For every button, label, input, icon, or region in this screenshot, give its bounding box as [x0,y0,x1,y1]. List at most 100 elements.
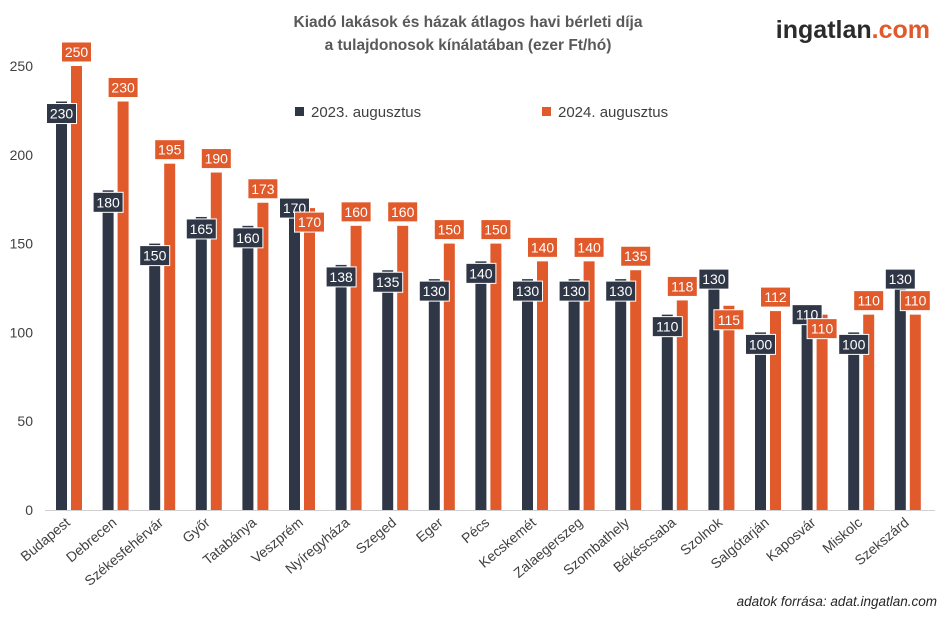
data-label-text: 150 [143,248,167,264]
chart-title-line-2: a tulajdonosok kínálatában (ezer Ft/hó) [325,37,612,54]
data-label-2023: 160 [232,227,264,249]
legend-item-2023: 2023. augusztus [295,104,421,121]
data-label-text: 150 [438,222,462,238]
bar-2024 [723,305,735,510]
legend-label: 2023. augusztus [311,104,421,121]
brand-name: ingatlan [776,16,872,44]
data-label-2023: 130 [698,268,730,290]
data-label-box [46,103,77,125]
bar-2024 [770,311,781,510]
data-label-box [247,178,279,200]
data-label-2024: 150 [480,219,512,241]
data-label-text: 250 [65,44,89,60]
data-label-text: 165 [190,221,214,237]
data-label-box [806,318,838,340]
data-label-box [92,191,124,213]
data-label-box [325,266,357,288]
y-axis: 0 50 100 150 200 250 [10,58,935,518]
data-label-2023: 135 [372,271,404,293]
bar-2024 [630,270,642,510]
data-label-text: 135 [376,274,400,290]
data-label-2023: 138 [325,266,357,288]
bar-2023 [615,279,627,510]
data-label-2023: 180 [92,191,124,213]
brand-suffix: .com [872,16,930,44]
data-label-2024: 140 [527,236,558,258]
data-label-box [139,245,171,267]
data-label-text: 130 [423,283,447,299]
data-label-text: 110 [904,293,927,309]
y-tick-label: 150 [10,236,34,252]
data-label-2023: 130 [512,280,543,302]
data-label-2023: 165 [185,218,217,240]
data-label-box [154,139,186,161]
data-label-text: 130 [889,271,913,287]
bar-2024 [490,243,502,510]
bar-2023 [289,208,300,510]
bar-2023 [848,332,860,510]
data-label-2024: 118 [666,275,698,297]
bar-2023 [382,270,394,510]
data-label-text: 110 [858,293,881,309]
bar-2023 [522,279,533,510]
data-label-text: 190 [205,151,229,167]
data-label-text: 100 [749,336,773,352]
bar-2024 [210,172,222,510]
data-label-2023: 130 [418,280,450,302]
data-label-2024: 195 [154,139,186,161]
x-tick-label: Pécs [458,514,492,546]
x-tick-label: Székesfehérvár [81,514,166,589]
chart-title: Kiadó lakások és házak átlagos havi bérl… [294,14,643,54]
data-label-text: 140 [577,239,601,255]
data-label-text: 140 [531,239,555,255]
data-label-text: 173 [251,181,275,197]
data-label-text: 112 [764,289,787,305]
bar-2024 [397,225,409,510]
data-label-box [480,219,512,241]
data-label-box [620,245,652,267]
legend-swatch [295,107,304,116]
bar-2024 [863,314,875,510]
y-tick-label: 200 [10,147,34,163]
bar-2023 [56,101,67,511]
bar-2023 [242,225,254,510]
data-label-box [527,236,558,258]
data-label-box [558,280,590,302]
data-label-box [387,201,419,223]
bar-2023 [568,279,580,510]
bar-2023 [102,190,114,510]
data-label-box [745,333,776,355]
x-tick-label: Győr [179,514,213,546]
data-label-box [294,211,325,233]
bar-2024 [164,163,176,510]
data-label-box [651,316,683,338]
chart-title-line-1: Kiadó lakások és házak átlagos havi bérl… [294,14,643,31]
legend-swatch [542,107,551,116]
data-label-2024: 160 [387,201,419,223]
data-label-2024: 110 [806,318,838,340]
bar-2024 [304,208,315,510]
bar-2024 [583,261,595,510]
bar-2023 [801,314,813,510]
data-label-box [107,77,139,99]
data-label-box [372,271,404,293]
data-label-box [760,286,791,308]
legend-label: 2024. augusztus [558,104,668,121]
data-label-box [512,280,543,302]
data-label-2024: 160 [340,201,372,223]
data-label-box [185,218,217,240]
bar-2023 [428,279,440,510]
data-label-box [433,219,465,241]
bar-2023 [661,314,673,510]
bar-2024 [909,314,921,510]
data-label-box [853,290,885,312]
data-label-2023: 130 [605,280,637,302]
bar-2024 [350,225,362,510]
x-tick-label: Kaposvár [763,514,819,564]
data-label-box [418,280,450,302]
bar-2024 [816,314,828,510]
data-label-box [899,290,931,312]
data-label-text: 110 [656,319,679,335]
bar-2023 [708,279,720,510]
data-label-text: 115 [718,312,741,328]
